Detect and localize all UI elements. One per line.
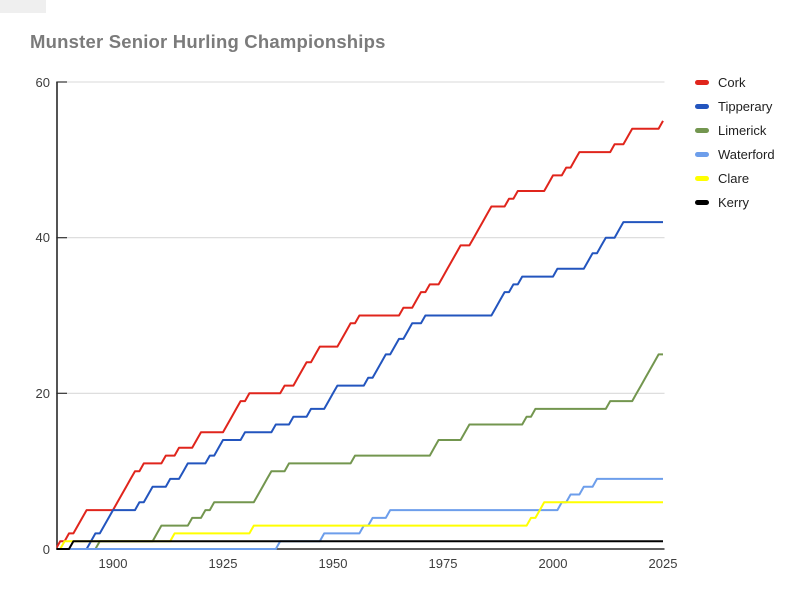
legend-swatch-kerry: [695, 199, 709, 205]
y-axis-label-0: 0: [42, 541, 50, 557]
legend-item-kerry: Kerry: [695, 190, 775, 214]
legend-swatch-tipperary: [695, 103, 709, 109]
series-line-cork[interactable]: [56, 120, 664, 550]
series-line-waterford[interactable]: [56, 477, 663, 550]
x-axis-label-1975: 1975: [428, 556, 458, 571]
legend-swatch-limerick: [695, 127, 709, 133]
y-axis-label-40: 40: [35, 230, 50, 246]
legend: Cork Tipperary Limerick Waterford Clare Kerry: [695, 70, 775, 214]
legend-item-limerick: Limerick: [695, 118, 775, 142]
x-axis-label-1925: 1925: [208, 556, 238, 571]
legend-label-clare: Clare: [718, 170, 750, 186]
legend-label-kerry: Kerry: [718, 194, 750, 210]
x-axis-label-1900: 1900: [98, 556, 128, 571]
legend-swatch-cork: [695, 79, 709, 85]
legend-item-clare: Clare: [695, 166, 775, 190]
legend-label-limerick: Limerick: [718, 122, 767, 138]
legend-label-tipperary: Tipperary: [718, 98, 773, 114]
chart-title: Munster Senior Hurling Championships: [30, 31, 386, 52]
x-axis-label-1950: 1950: [318, 556, 348, 571]
series-line-kerry[interactable]: [56, 540, 663, 550]
legend-label-cork: Cork: [718, 74, 746, 90]
y-axis-label-60: 60: [35, 74, 50, 90]
series-line-tipperary[interactable]: [56, 221, 663, 550]
series-line-limerick[interactable]: [56, 353, 663, 550]
legend-label-waterford: Waterford: [718, 146, 775, 162]
y-axis-label-20: 20: [35, 385, 50, 401]
legend-item-tipperary: Tipperary: [695, 94, 775, 118]
legend-swatch-clare: [695, 175, 709, 181]
legend-item-cork: Cork: [695, 70, 775, 94]
legend-item-waterford: Waterford: [695, 142, 775, 166]
screenshot-corner-artifact: [0, 0, 46, 13]
legend-swatch-waterford: [695, 151, 709, 157]
x-axis-label-2025: 2025: [648, 556, 678, 571]
x-axis-label-2000: 2000: [538, 556, 568, 571]
